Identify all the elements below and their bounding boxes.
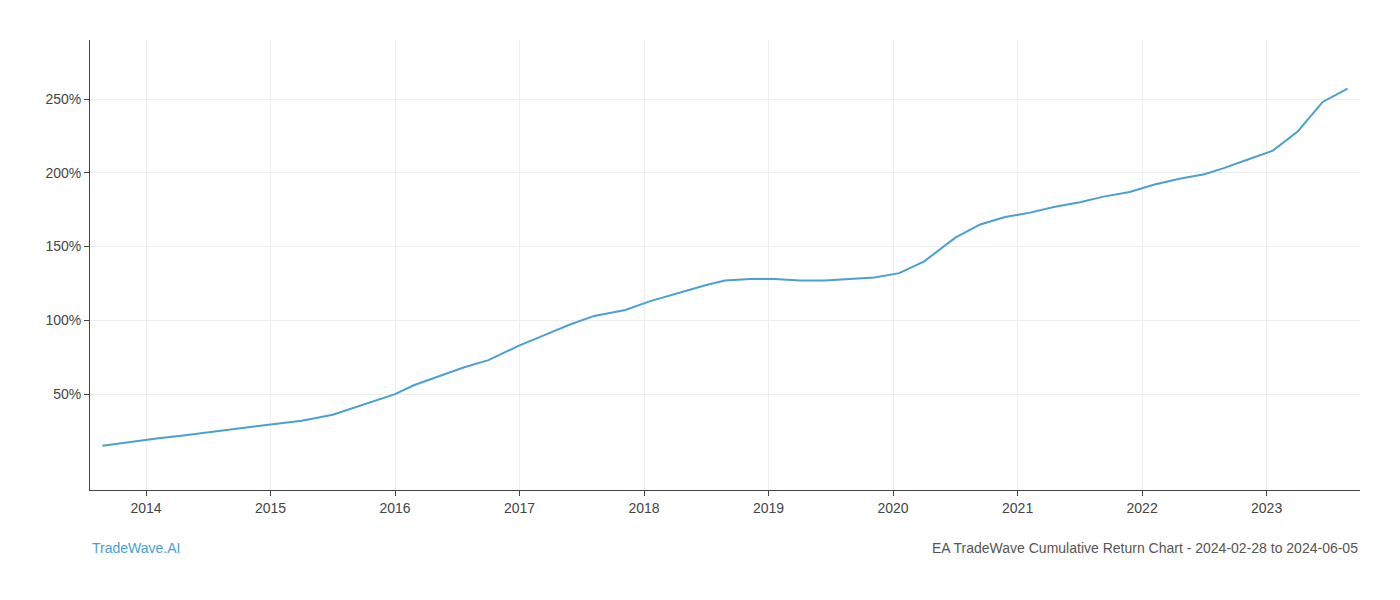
- svg-text:EA TradeWave Cumulative Return: EA TradeWave Cumulative Return Chart - 2…: [932, 540, 1358, 556]
- svg-text:2018: 2018: [628, 500, 659, 516]
- svg-text:100%: 100%: [45, 312, 81, 328]
- svg-text:2021: 2021: [1002, 500, 1033, 516]
- svg-text:TradeWave.AI: TradeWave.AI: [92, 540, 180, 556]
- svg-text:2022: 2022: [1127, 500, 1158, 516]
- svg-text:2019: 2019: [753, 500, 784, 516]
- svg-text:50%: 50%: [53, 386, 81, 402]
- svg-text:2020: 2020: [878, 500, 909, 516]
- svg-text:2014: 2014: [130, 500, 161, 516]
- svg-text:2015: 2015: [255, 500, 286, 516]
- svg-text:2023: 2023: [1251, 500, 1282, 516]
- svg-text:150%: 150%: [45, 238, 81, 254]
- svg-text:250%: 250%: [45, 91, 81, 107]
- svg-text:200%: 200%: [45, 165, 81, 181]
- svg-text:2017: 2017: [504, 500, 535, 516]
- svg-text:2016: 2016: [379, 500, 410, 516]
